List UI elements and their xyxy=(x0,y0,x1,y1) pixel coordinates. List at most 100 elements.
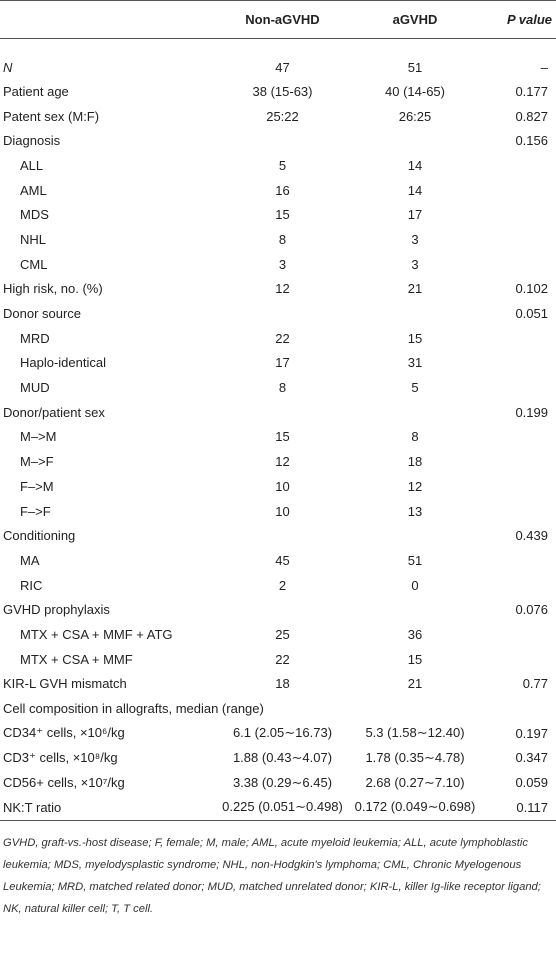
cell: 17 xyxy=(407,207,423,223)
cell: 6.1 (2.05∼16.73) xyxy=(232,725,333,741)
cell: 8 xyxy=(278,231,287,247)
label-text: N xyxy=(3,60,13,75)
cell xyxy=(480,252,556,277)
table-row: Haplo-identical 17 31 xyxy=(0,351,556,376)
header-cell: aGVHD xyxy=(350,0,480,39)
table-row: MDS 15 17 xyxy=(0,202,556,227)
row-label: GVHD prophylaxis xyxy=(3,602,110,618)
row-label: F–>M xyxy=(20,478,54,494)
cell: 36 xyxy=(407,626,423,642)
table-row: MTX + CSA + MMF + ATG 25 36 xyxy=(0,622,556,647)
table-row: M–>F 12 18 xyxy=(0,449,556,474)
cell xyxy=(215,523,350,548)
cell xyxy=(480,202,556,227)
cell xyxy=(480,548,556,573)
cell: 5 xyxy=(278,157,287,173)
cell xyxy=(480,573,556,598)
table-row: F–>M 10 12 xyxy=(0,474,556,499)
row-label: CD34⁺ cells, ×10⁶/kg xyxy=(3,725,125,741)
row-label: Donor source xyxy=(3,306,82,322)
cell xyxy=(480,227,556,252)
cell xyxy=(350,400,480,425)
cell: 8 xyxy=(411,429,419,445)
cell: 0.827 xyxy=(515,108,548,124)
cell: 0 xyxy=(411,577,419,593)
row-label: Patent sex (M:F) xyxy=(3,108,100,124)
table-row: High risk, no. (%) 12 21 0.102 xyxy=(0,277,556,302)
header-row: Non-aGVHD aGVHD P value xyxy=(0,0,556,39)
cell: 31 xyxy=(407,355,423,371)
cell: 15 xyxy=(275,207,290,223)
row-label: MA xyxy=(20,552,40,568)
cell: 0.059 xyxy=(515,775,548,791)
cell: 3 xyxy=(411,231,419,247)
cell: 0.102 xyxy=(515,281,548,297)
cell xyxy=(350,523,480,548)
cell: 18 xyxy=(275,676,290,692)
table-row: Diagnosis 0.156 xyxy=(0,128,556,153)
cell: 51 xyxy=(407,552,423,568)
row-label: Conditioning xyxy=(3,528,76,544)
cell: – xyxy=(540,60,548,75)
row-label: Donor/patient sex xyxy=(3,404,105,420)
cell: 1.78 (0.35∼4.78) xyxy=(365,749,465,765)
cell: 12 xyxy=(275,454,290,470)
row-label: Diagnosis xyxy=(3,133,61,149)
table-row: Donor/patient sex 0.199 xyxy=(0,400,556,425)
table-row: Patent sex (M:F) 25:22 26:25 0.827 xyxy=(0,104,556,129)
row-label: MRD xyxy=(20,330,50,346)
header-text: P value xyxy=(506,12,552,27)
cell: 0.076 xyxy=(515,602,548,618)
cell: 15 xyxy=(407,330,423,346)
cell: 0.117 xyxy=(480,794,556,821)
cell: 12 xyxy=(275,281,290,297)
row-label: M–>F xyxy=(20,454,54,470)
table-row: Patient age 38 (15-63) 40 (14-65) 0.177 xyxy=(0,79,556,104)
table-row: AML 16 14 xyxy=(0,178,556,203)
cell xyxy=(480,449,556,474)
cell: 3.38 (0.29∼6.45) xyxy=(232,774,333,790)
cell xyxy=(350,597,480,622)
cell: 5 xyxy=(411,380,419,396)
cell xyxy=(480,499,556,524)
row-label: Cell composition in allografts, median (… xyxy=(3,701,264,717)
cell: 0.77 xyxy=(522,676,548,692)
row-label: CD56+ cells, ×10⁷/kg xyxy=(3,775,125,791)
cell: 0.177 xyxy=(515,83,548,99)
row-label: KIR-L GVH mismatch xyxy=(3,676,127,692)
row-label: MDS xyxy=(20,207,49,223)
cell xyxy=(480,351,556,376)
header-cell: P value xyxy=(480,0,556,39)
cell: 14 xyxy=(407,157,423,173)
table-row: M–>M 15 8 xyxy=(0,425,556,450)
cell: 16 xyxy=(275,182,290,198)
row-label: MUD xyxy=(20,380,50,396)
cell xyxy=(480,425,556,450)
cell: 15 xyxy=(407,651,423,667)
row-label: AML xyxy=(20,182,47,198)
row-label: MTX + CSA + MMF + ATG xyxy=(20,626,173,642)
row-label: RIC xyxy=(20,577,43,593)
cell: 0.225 (0.051∼0.498) xyxy=(215,794,350,821)
row-label: CML xyxy=(20,256,48,272)
cell: 26:25 xyxy=(398,108,432,124)
header-cell: Non-aGVHD xyxy=(215,0,350,39)
table-row: F–>F 10 13 xyxy=(0,499,556,524)
cell: 25 xyxy=(275,626,290,642)
row-label: MTX + CSA + MMF xyxy=(20,651,133,667)
cell: 12 xyxy=(407,478,423,494)
row-label: N xyxy=(0,39,215,80)
row-label: NHL xyxy=(20,231,47,247)
header-cell xyxy=(0,0,215,39)
cell: 8 xyxy=(278,380,287,396)
row-label: F–>F xyxy=(20,503,51,519)
table-row: CD34⁺ cells, ×10⁶/kg 6.1 (2.05∼16.73) 5.3 … xyxy=(0,721,556,746)
cell xyxy=(350,301,480,326)
cell: 0.439 xyxy=(515,528,548,544)
row-label: M–>M xyxy=(20,429,57,445)
cell: 0.051 xyxy=(515,306,548,322)
cell: 0.156 xyxy=(515,133,548,149)
cell xyxy=(480,178,556,203)
row-label: Haplo-identical xyxy=(20,355,106,371)
table-row: MUD 8 5 xyxy=(0,375,556,400)
